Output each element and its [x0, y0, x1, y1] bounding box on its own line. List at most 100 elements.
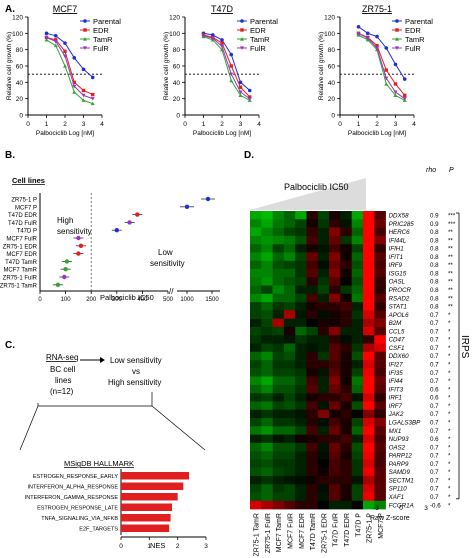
heatmap-cell — [272, 376, 285, 386]
heatmap-cell — [295, 219, 307, 228]
heatmap-cell — [261, 451, 273, 460]
x-tick-label: 2 — [220, 121, 224, 128]
heatmap-cell — [250, 285, 262, 295]
heatmap-cell — [250, 442, 262, 452]
heatmap-cell — [329, 244, 341, 253]
data-point — [365, 36, 370, 41]
heatmap-cell — [340, 293, 352, 303]
heatmap-cell — [351, 360, 364, 369]
heatmap-cell — [306, 426, 319, 435]
heatmap-cell — [283, 401, 296, 411]
heatmap-cell — [351, 335, 364, 344]
gene-label: SAMD9 — [389, 469, 411, 476]
heatmap-cell — [351, 426, 364, 435]
heatmap-cell — [374, 360, 386, 369]
heatmap-cell — [374, 409, 386, 419]
series-line-parental — [358, 26, 406, 80]
p-value: * — [448, 337, 451, 344]
irps-label: IRPS — [459, 335, 470, 359]
p-value: *** — [448, 212, 456, 219]
heatmap-cell — [374, 260, 386, 270]
data-point — [229, 78, 234, 83]
p-value: * — [448, 428, 451, 435]
heatmap-cell — [329, 434, 341, 444]
heatmap-cell — [351, 393, 364, 402]
heatmap-cell — [351, 302, 364, 311]
x-tick-label: 1 — [357, 121, 361, 128]
row-label: MCF7 FulR — [6, 237, 37, 243]
p-value: * — [448, 486, 451, 493]
heatmap-cell — [374, 467, 386, 477]
heatmap-cell — [351, 211, 364, 220]
axis-break-mark: // — [169, 287, 174, 296]
rho-value: 0.7 — [430, 370, 439, 377]
heatmap-cell — [306, 326, 319, 336]
ic50-point — [114, 228, 120, 233]
heatmap-cell — [295, 426, 307, 435]
heatmap-cell — [363, 442, 375, 452]
heatmap-cell — [374, 418, 386, 427]
rho-value: 0.8 — [430, 254, 439, 261]
y-tick-label: 40 — [328, 80, 336, 87]
heatmap-cell — [261, 211, 273, 220]
heatmap-cell — [340, 235, 352, 245]
heatmap-cell — [351, 268, 364, 278]
series-line-fulr — [46, 36, 93, 100]
heatmap-cell — [340, 492, 352, 502]
heatmap-cell — [306, 211, 319, 220]
heatmap-cell — [363, 310, 375, 319]
heatmap-cell — [283, 368, 296, 377]
heatmap-cell — [317, 285, 330, 295]
heatmap-cell — [261, 368, 273, 377]
data-point — [247, 88, 252, 93]
pathway-label: TNFA_SIGNALING_VIA_NFKB — [41, 516, 118, 522]
heatmap-cell — [295, 492, 307, 502]
heatmap-cell — [283, 326, 296, 336]
column-label: ZR75-1 P — [367, 513, 374, 543]
heatmap-cell — [261, 384, 273, 394]
heatmap-cell — [351, 475, 364, 485]
rho-value: 0.7 — [430, 486, 439, 493]
heatmap-cell — [261, 442, 273, 452]
row-label: ZR75-1 P — [11, 198, 37, 204]
heatmap-cell — [374, 351, 386, 361]
heatmap-cell — [250, 434, 262, 444]
heatmap-cell — [261, 418, 273, 427]
rho-value: 0.7 — [430, 403, 439, 410]
hallmark-title: MSigDB HALLMARK — [64, 459, 134, 468]
heatmap-cell — [317, 268, 330, 278]
x-tick-label: 0 — [119, 543, 123, 550]
heatmap-cell — [295, 293, 307, 303]
rho-value: 0.8 — [430, 246, 439, 253]
data-point — [63, 41, 67, 45]
heatmap-cell — [283, 500, 296, 510]
heatmap-cell — [374, 384, 386, 394]
heatmap-cell — [374, 343, 386, 353]
p-value: * — [448, 386, 451, 393]
rho-value: 0.7 — [430, 345, 439, 352]
gene-label: PARP9 — [389, 461, 409, 468]
heatmap-cell — [374, 318, 386, 328]
y-axis-label: Relative cell growth (%) — [6, 32, 13, 100]
heatmap-cell — [329, 227, 341, 237]
gene-label: RSAD2 — [389, 295, 410, 302]
heatmap-cell — [329, 302, 341, 311]
p-value: * — [448, 453, 451, 460]
heatmap-cell — [295, 467, 307, 477]
heatmap-cell — [329, 426, 341, 435]
heatmap-cell — [272, 351, 285, 361]
heatmap-cell — [317, 426, 330, 435]
gene-label: OASL — [389, 279, 406, 286]
heatmap-cell — [340, 219, 352, 228]
gene-label: IRF9 — [389, 262, 403, 269]
heatmap-cell — [250, 244, 262, 253]
gene-label: IFI44 — [389, 378, 404, 385]
y-tick-label: 80 — [173, 47, 181, 54]
heatmap-cell — [351, 310, 364, 319]
data-point — [402, 77, 407, 81]
legend-label: EDR — [93, 26, 109, 35]
heatmap-cell — [363, 418, 375, 427]
ic50-point — [184, 204, 190, 209]
heatmap-cell — [295, 302, 307, 311]
heatmap-cell — [317, 211, 330, 220]
